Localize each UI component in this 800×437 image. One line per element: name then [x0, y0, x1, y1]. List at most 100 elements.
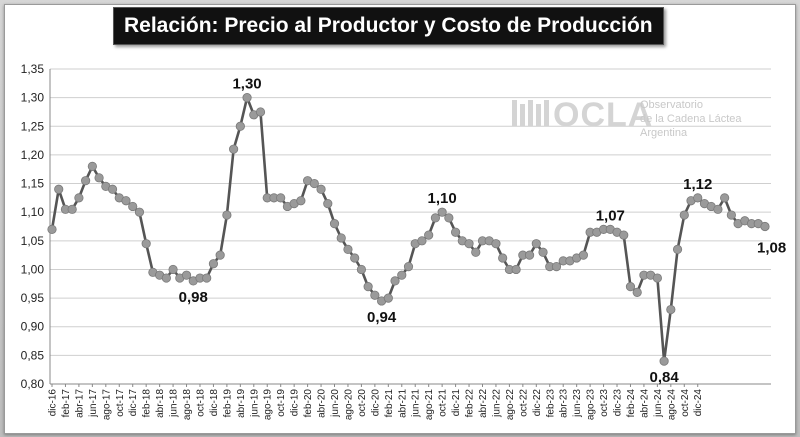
data-point: [383, 293, 393, 303]
data-point: [141, 239, 151, 249]
data-point: [242, 93, 252, 103]
data-point: [652, 273, 662, 283]
data-point: [67, 204, 77, 214]
x-tick-label: ago-17: [101, 389, 112, 421]
x-tick-label: oct-17: [115, 389, 126, 417]
x-tick-label: feb-19: [222, 389, 233, 418]
data-point: [134, 207, 145, 217]
y-tick-label: 1,10: [21, 205, 45, 219]
data-point: [370, 290, 380, 300]
x-tick-label: oct-21: [438, 389, 449, 417]
x-tick-label: dic-22: [532, 389, 543, 417]
data-point: [390, 276, 400, 286]
y-tick-label: 0,90: [21, 320, 45, 334]
x-tick-label: ago-22: [505, 389, 516, 421]
data-point: [498, 253, 508, 263]
data-point: [531, 239, 541, 249]
x-tick-label: ago-18: [182, 389, 193, 421]
data-point: [491, 239, 501, 249]
x-tick-label: oct-19: [276, 389, 287, 417]
data-point: [343, 244, 353, 255]
data-point: [94, 173, 104, 183]
data-point: [397, 270, 407, 280]
x-tick-label: oct-20: [357, 389, 368, 417]
data-point: [316, 184, 326, 194]
x-tick-label: ago-20: [343, 389, 354, 421]
y-tick-label: 0,85: [21, 348, 45, 362]
data-label: 1,10: [428, 190, 457, 207]
y-tick-label: 1,15: [21, 177, 45, 191]
data-point: [471, 247, 481, 257]
x-tick-label: ago-23: [586, 389, 597, 421]
x-tick-label: abr-21: [397, 389, 408, 418]
data-point: [222, 210, 232, 220]
x-tick-label: oct-18: [195, 389, 206, 417]
data-point: [424, 230, 434, 240]
x-tick-label: abr-19: [236, 389, 247, 418]
data-point: [181, 270, 192, 280]
data-point: [437, 207, 447, 217]
x-tick-label: ago-24: [666, 389, 677, 421]
x-tick-label: oct-23: [599, 389, 610, 417]
y-tick-label: 1,00: [21, 262, 45, 276]
x-tick-label: abr-20: [317, 389, 328, 418]
x-tick-label: dic-20: [370, 389, 381, 417]
x-tick-label: feb-24: [626, 389, 637, 418]
data-point: [430, 213, 441, 223]
x-tick-label: feb-21: [384, 389, 395, 418]
data-point: [632, 287, 642, 297]
data-point: [578, 250, 588, 260]
annotation-layer: 1,30 0,98 0,94 1,10 1,07 0,84 1,12 1,08: [179, 76, 787, 386]
x-tick-label: dic-24: [693, 389, 704, 417]
y-tick-label: 1,30: [21, 91, 45, 105]
x-tick-label: feb-23: [545, 389, 556, 418]
data-point: [450, 227, 461, 237]
data-point: [417, 236, 427, 246]
data-point: [229, 144, 239, 154]
x-tick-label: jun-17: [88, 389, 99, 418]
watermark-line3: Argentina: [640, 127, 688, 139]
x-tick-label: oct-22: [518, 389, 529, 417]
chart-title: Relación: Precio al Productor y Costo de…: [113, 7, 664, 45]
x-tick-label: dic-17: [128, 389, 139, 417]
x-tick-label: dic-19: [290, 389, 301, 417]
data-label: 0,84: [650, 369, 680, 386]
data-point: [87, 161, 97, 171]
watermark-logo: OCLA: [553, 96, 653, 134]
watermark-line1: Observatorio: [640, 99, 703, 111]
data-point: [47, 224, 57, 234]
x-tick-label: abr-22: [478, 389, 489, 418]
x-tick-label: abr-23: [559, 389, 570, 418]
data-point: [464, 239, 474, 249]
x-tick-label: jun-24: [653, 389, 664, 418]
data-point: [208, 259, 219, 269]
data-point: [403, 261, 414, 272]
data-point: [329, 219, 340, 229]
data-label: 1,07: [596, 207, 625, 224]
ocla-watermark: OCLA Observatorio de la Cadena Láctea Ar…: [512, 96, 742, 139]
data-point: [81, 176, 91, 186]
axes: 0,80 0,85 0,90 0,95 1,00 1,05 1,10 1,15 1,20 1,25…: [21, 62, 771, 420]
data-point: [538, 247, 548, 257]
x-tick-label: oct-24: [680, 389, 691, 417]
x-tick-label: jun-20: [330, 389, 341, 418]
x-tick-label: dic-21: [451, 389, 462, 417]
x-tick-label: ago-21: [424, 389, 435, 421]
y-tick-label: 1,05: [21, 234, 45, 248]
x-tick-label: jun-23: [572, 389, 583, 418]
data-point: [625, 282, 636, 292]
x-tick-label: feb-22: [465, 389, 476, 418]
data-point: [202, 273, 212, 283]
x-tick-label: abr-18: [155, 389, 166, 418]
data-label: 1,08: [757, 240, 786, 257]
data-point: [511, 264, 521, 275]
x-tick-label: jun-19: [249, 389, 260, 418]
data-point: [54, 184, 64, 194]
x-tick-label: dic-23: [613, 389, 624, 417]
x-tick-label: dic-18: [209, 389, 220, 417]
x-tick-label: jun-21: [411, 389, 422, 418]
data-point: [679, 210, 689, 220]
x-tick-label: jun-22: [491, 389, 502, 418]
